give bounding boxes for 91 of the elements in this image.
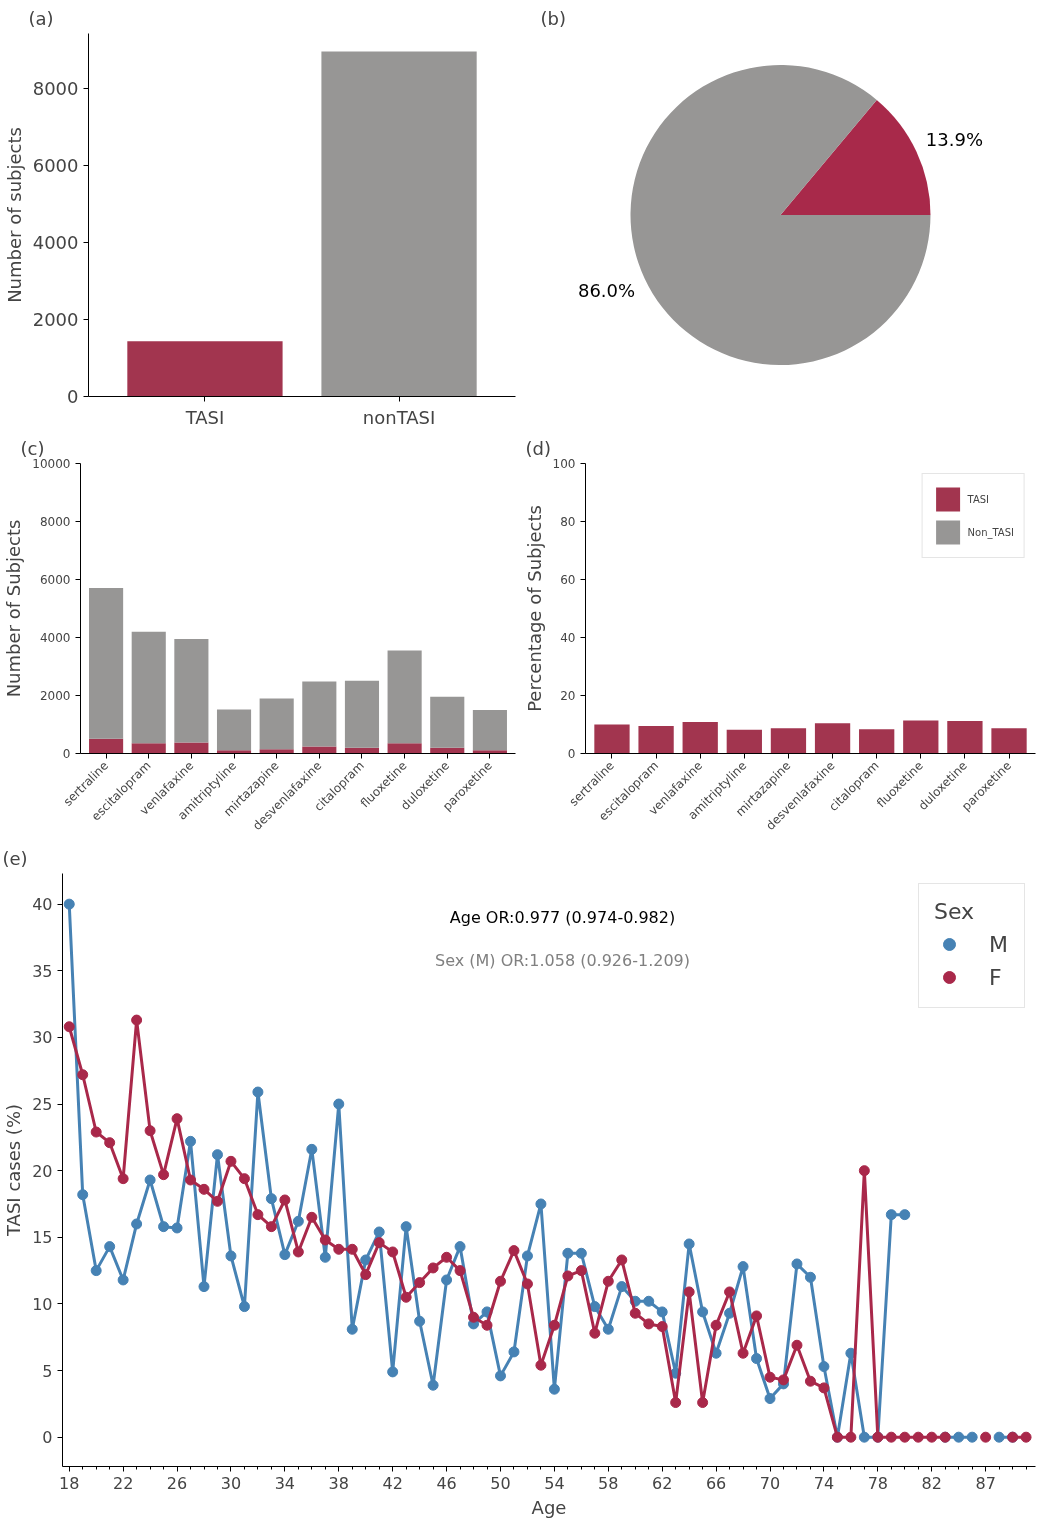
bar bbox=[638, 725, 674, 754]
bar bbox=[302, 681, 337, 747]
x-tick-label: nonTASI bbox=[362, 406, 436, 428]
y-tick-label: 10 bbox=[32, 1294, 53, 1314]
legend-label: F bbox=[989, 964, 1003, 990]
bar bbox=[472, 750, 507, 754]
y-tick-label: 15 bbox=[32, 1228, 53, 1248]
bar bbox=[131, 743, 166, 754]
y-tick-label: 0 bbox=[567, 747, 576, 761]
bar bbox=[174, 638, 209, 743]
bar bbox=[387, 650, 422, 744]
chart-title: (e) bbox=[2, 847, 28, 869]
y-tick-label: 20 bbox=[32, 1161, 53, 1181]
bar bbox=[770, 728, 807, 754]
bar bbox=[594, 724, 630, 754]
y-axis-title: Percentage of Subjects bbox=[523, 505, 545, 712]
x-tick-label: 18 bbox=[59, 1473, 80, 1493]
bar bbox=[259, 749, 294, 754]
chart-title: (a) bbox=[28, 7, 54, 29]
y-tick-label: 8000 bbox=[39, 515, 71, 529]
bar bbox=[259, 698, 294, 750]
x-tick-label: 30 bbox=[220, 1473, 242, 1493]
y-tick-label: 2000 bbox=[39, 689, 71, 703]
bar bbox=[89, 587, 124, 739]
y-tick-label: 0 bbox=[67, 386, 79, 407]
y-tick-label: 10000 bbox=[32, 457, 71, 471]
y-tick-label: 0 bbox=[42, 1428, 53, 1448]
y-tick-label: 4000 bbox=[32, 232, 79, 254]
x-tick-label: 66 bbox=[705, 1473, 727, 1493]
x-tick-label: 58 bbox=[598, 1473, 619, 1493]
x-tick-label: 34 bbox=[274, 1473, 296, 1493]
x-tick-label: 70 bbox=[759, 1473, 781, 1493]
x-tick-label: 22 bbox=[112, 1473, 134, 1493]
x-tick-label: 74 bbox=[813, 1473, 835, 1493]
annotation: Age OR:0.977 (0.974-0.982) bbox=[449, 907, 676, 927]
x-tick-label: 50 bbox=[490, 1473, 511, 1493]
x-axis-title: Age bbox=[531, 1496, 567, 1518]
annotation: Sex (M) OR:1.058 (0.926-1.209) bbox=[434, 950, 691, 970]
y-tick-label: 40 bbox=[32, 895, 53, 915]
bar bbox=[131, 631, 166, 744]
x-tick-label: 62 bbox=[652, 1473, 673, 1493]
chart-title: (c) bbox=[20, 437, 45, 459]
legend-title: Sex bbox=[934, 899, 976, 924]
y-tick-label: 0 bbox=[62, 747, 71, 761]
bar bbox=[216, 709, 252, 751]
bar bbox=[814, 723, 851, 754]
y-tick-label: 35 bbox=[32, 961, 53, 981]
y-tick-label: 6000 bbox=[39, 573, 71, 587]
bar bbox=[216, 750, 252, 754]
bar bbox=[947, 721, 983, 754]
y-tick-label: 5 bbox=[42, 1361, 53, 1381]
y-tick-label: 40 bbox=[560, 631, 576, 645]
legend-label: M bbox=[989, 931, 1009, 957]
legend-label: TASI bbox=[967, 493, 990, 505]
y-axis-title: TASI cases (%) bbox=[3, 1104, 25, 1237]
legend-label: Non_TASI bbox=[967, 526, 1014, 538]
chart-title: (b) bbox=[540, 7, 566, 29]
bar bbox=[89, 738, 124, 754]
data-label: 13.9% bbox=[925, 128, 984, 150]
y-tick-label: 25 bbox=[32, 1095, 53, 1115]
y-tick-label: 2000 bbox=[32, 309, 79, 331]
x-tick-label: 82 bbox=[921, 1473, 942, 1493]
y-tick-label: 80 bbox=[560, 515, 576, 529]
y-axis-title: Number of Subjects bbox=[3, 519, 25, 698]
y-tick-label: 8000 bbox=[32, 78, 79, 100]
x-tick-label: 78 bbox=[867, 1473, 889, 1493]
bar bbox=[991, 728, 1027, 754]
bar bbox=[472, 710, 507, 751]
bar bbox=[387, 743, 422, 754]
bar bbox=[344, 680, 380, 748]
y-tick-label: 6000 bbox=[32, 155, 79, 177]
chart-title: (d) bbox=[525, 437, 551, 459]
y-tick-label: 30 bbox=[32, 1028, 53, 1048]
x-tick-label: 42 bbox=[382, 1473, 403, 1493]
x-tick-label: 26 bbox=[166, 1473, 188, 1493]
bar bbox=[903, 720, 939, 754]
y-axis-title: Number of subjects bbox=[3, 127, 25, 303]
data-label: 86.0% bbox=[577, 280, 636, 302]
y-tick-label: 20 bbox=[560, 689, 576, 703]
y-tick-label: 4000 bbox=[39, 631, 71, 645]
x-tick-label: 54 bbox=[544, 1473, 565, 1493]
bar bbox=[859, 729, 895, 754]
x-tick-label: 38 bbox=[328, 1473, 349, 1493]
y-tick-label: 60 bbox=[560, 573, 576, 587]
x-tick-label: 87 bbox=[975, 1473, 996, 1493]
bar bbox=[430, 696, 465, 748]
x-tick-label: 46 bbox=[436, 1473, 457, 1493]
bar bbox=[682, 721, 718, 754]
y-tick-label: 100 bbox=[552, 457, 576, 471]
bar bbox=[174, 742, 209, 754]
bar bbox=[726, 729, 762, 754]
